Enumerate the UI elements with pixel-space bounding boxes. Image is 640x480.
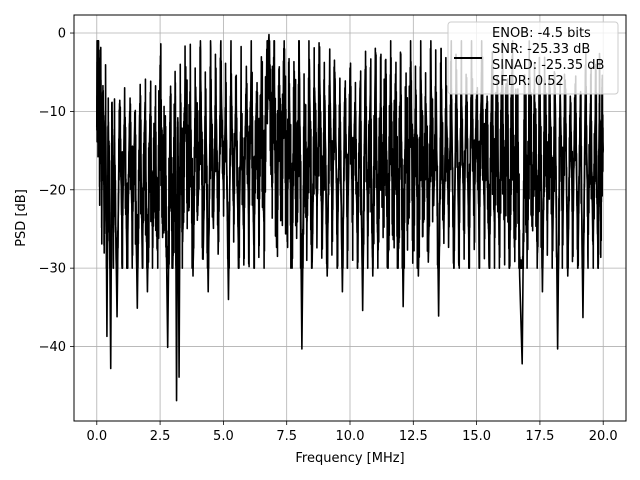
psd-series	[95, 33, 605, 402]
x-axis-label: Frequency [MHz]	[295, 451, 404, 466]
legend: ENOB: -4.5 bits SNR: -25.33 dB SINAD: -2…	[447, 21, 619, 95]
x-tick-label: 20.0	[589, 429, 618, 444]
x-tick-label: 2.5	[150, 429, 171, 444]
x-tick-label: 15.0	[462, 429, 491, 444]
legend-sinad: SINAD: -25.35 dB	[492, 58, 604, 73]
y-tick-label: 0	[58, 27, 66, 42]
x-tick-label: 17.5	[525, 429, 554, 444]
x-tick-label: 0.0	[86, 429, 107, 444]
legend-box	[447, 21, 619, 95]
legend-enob: ENOB: -4.5 bits	[492, 26, 591, 41]
legend-snr: SNR: -25.33 dB	[492, 42, 590, 57]
x-tick-label: 7.5	[276, 429, 297, 444]
x-tick-label: 10.0	[336, 429, 365, 444]
x-axis-ticks: 0.0 2.5 5.0 7.5 10.0 12.5 15.0 17.5 20.0	[86, 421, 618, 444]
y-tick-label: −40	[39, 340, 66, 355]
x-tick-label: 12.5	[399, 429, 428, 444]
y-tick-label: −30	[39, 262, 66, 277]
y-tick-label: −10	[39, 105, 66, 120]
legend-sfdr: SFDR: 0.52	[492, 74, 564, 89]
y-tick-label: −20	[39, 183, 66, 198]
psd-line-peaks	[95, 33, 605, 402]
y-axis-ticks: 0 −10 −20 −30 −40	[39, 27, 74, 355]
y-axis-label: PSD [dB]	[14, 189, 29, 247]
x-tick-label: 5.0	[213, 429, 234, 444]
